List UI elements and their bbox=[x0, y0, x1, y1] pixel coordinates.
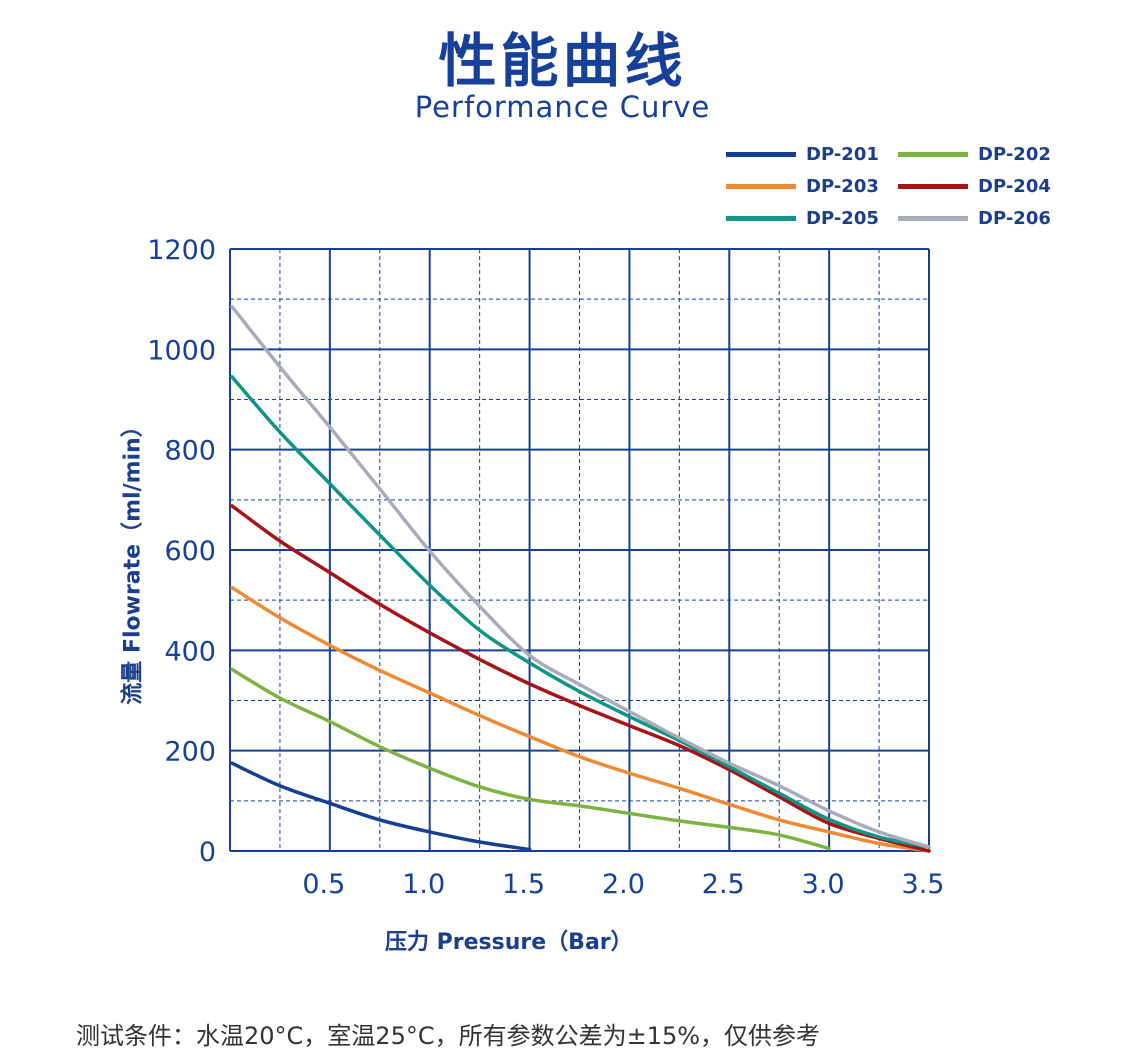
y-tick-label: 1200 bbox=[147, 235, 216, 266]
y-tick-label: 0 bbox=[199, 837, 216, 868]
legend-item: DP-203 bbox=[726, 172, 879, 200]
x-tick-label: 3.5 bbox=[902, 869, 945, 900]
y-axis-label: 流量 Flowrate（ml/min） bbox=[120, 415, 146, 705]
x-tick-label: 0.5 bbox=[302, 869, 345, 900]
legend-label: DP-206 bbox=[978, 207, 1051, 229]
x-axis-label: 压力 Pressure（Bar） bbox=[385, 930, 633, 955]
y-tick-label: 1000 bbox=[147, 335, 216, 366]
series-line-dp-203 bbox=[230, 585, 931, 853]
series-line-dp-205 bbox=[230, 375, 931, 849]
legend-label: DP-204 bbox=[978, 175, 1051, 197]
series-line-dp-202 bbox=[230, 667, 831, 851]
legend-swatch bbox=[726, 151, 796, 157]
legend-label: DP-205 bbox=[806, 207, 879, 229]
legend-swatch bbox=[898, 183, 968, 189]
y-tick-label: 800 bbox=[164, 436, 216, 467]
series-line-dp-206 bbox=[230, 304, 931, 849]
x-tick-label: 1.0 bbox=[402, 869, 445, 900]
x-tick-label: 3.0 bbox=[802, 869, 845, 900]
x-tick-label: 2.5 bbox=[702, 869, 745, 900]
legend-swatch bbox=[726, 215, 796, 221]
legend-item: DP-201 bbox=[726, 140, 879, 168]
y-tick-label: 200 bbox=[164, 737, 216, 768]
page-subtitle: Performance Curve bbox=[414, 90, 711, 124]
legend-item: DP-206 bbox=[898, 204, 1051, 232]
x-tick-label: 1.5 bbox=[502, 869, 545, 900]
legend-item: DP-202 bbox=[898, 140, 1051, 168]
legend-swatch bbox=[726, 183, 796, 189]
legend-label: DP-203 bbox=[806, 175, 879, 197]
series-line-dp-204 bbox=[230, 504, 931, 853]
legend-label: DP-201 bbox=[806, 143, 879, 165]
x-tick-label: 2.0 bbox=[602, 869, 645, 900]
y-tick-label: 600 bbox=[164, 536, 216, 567]
legend-swatch bbox=[898, 151, 968, 157]
test-conditions-note: 测试条件：水温20°C，室温25°C，所有参数公差为±15%，仅供参考 bbox=[76, 1022, 821, 1050]
legend-swatch bbox=[898, 215, 968, 221]
legend-item: DP-204 bbox=[898, 172, 1051, 200]
series-line-dp-201 bbox=[230, 761, 532, 852]
page-title: 性能曲线 bbox=[438, 27, 687, 95]
legend-item: DP-205 bbox=[726, 204, 879, 232]
chart-legend: DP-201 DP-202 DP-203 DP-204 DP-205 DP-206 bbox=[726, 140, 1106, 240]
y-tick-label: 400 bbox=[164, 636, 216, 667]
legend-label: DP-202 bbox=[978, 143, 1051, 165]
